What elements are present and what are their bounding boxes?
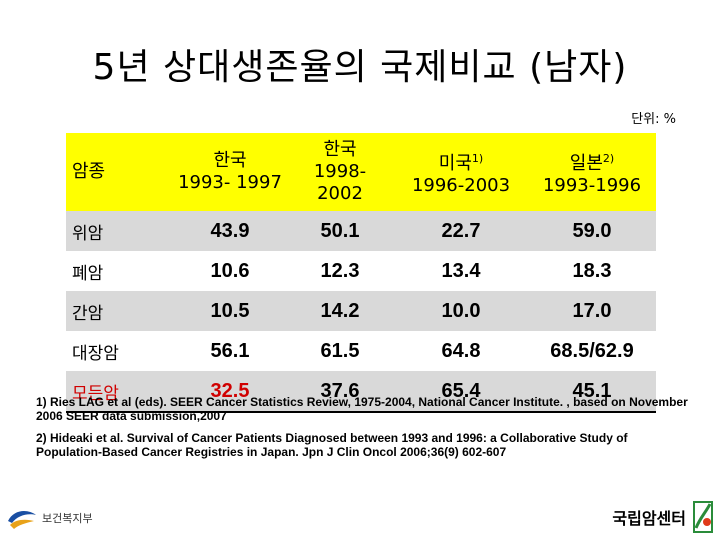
cell-value: 64.8 [441, 339, 481, 362]
row-name: 폐암 [72, 263, 104, 284]
footnotes: 1) Ries LAG et al (eds). SEER Cancer Sta… [36, 395, 696, 467]
cell-value: 10.0 [394, 291, 528, 331]
unit-label: 단위: % [631, 112, 676, 127]
ministry-logo: 보건복지부 [6, 505, 93, 531]
row-name: 모든암 [66, 371, 174, 413]
cell-value: 68.5/62.9 [550, 339, 634, 362]
cell-value: 61.5 [320, 339, 360, 362]
row-name: 위암 [66, 211, 174, 251]
cell-value: 56.1 [210, 339, 250, 362]
cell-value: 50.1 [286, 211, 394, 251]
cell-value: 10.6 [210, 259, 250, 282]
header-cancer-type: 암종 [66, 133, 174, 211]
survival-table: 암종 한국 1993- 1997 한국 1998- 2002 미국1) 1996… [66, 133, 656, 413]
table-row: 폐암 10.6 12.3 13.4 18.3 [66, 251, 656, 291]
table-row: 위암 43.9 50.1 22.7 59.0 [66, 211, 656, 251]
table-row: 대장암 56.1 61.5 64.8 68.5/62.9 [66, 331, 656, 371]
table-row: 간암 10.5 14.2 10.0 17.0 [66, 291, 656, 331]
header-korea-1998: 한국 1998- 2002 [286, 133, 394, 211]
row-name: 대장암 [72, 343, 119, 364]
ministry-logo-text: 보건복지부 [42, 512, 93, 525]
cell-value: 12.3 [320, 259, 360, 282]
cell-value: 17.0 [528, 291, 656, 331]
cell-value: 22.7 [394, 211, 528, 251]
cancer-center-logo: 국립암센터 [612, 500, 716, 534]
cancer-center-emblem-icon [693, 501, 713, 533]
cell-value: 32.5 [174, 371, 286, 413]
cell-value: 43.9 [174, 211, 286, 251]
footnote-2: 2) Hideaki et al. Survival of Cancer Pat… [36, 431, 628, 459]
cell-value: 37.6 [286, 371, 394, 413]
cancer-center-logo-text: 국립암센터 [612, 509, 686, 528]
cell-value: 45.1 [528, 371, 656, 413]
page-title: 5년 상대생존율의 국제비교 (남자) [92, 47, 628, 88]
footnote-1: 1) Ries LAG et al (eds). SEER Cancer Sta… [36, 395, 688, 423]
cell-value: 59.0 [528, 211, 656, 251]
row-name: 간암 [66, 291, 174, 331]
header-usa: 미국1) 1996-2003 [394, 133, 528, 211]
cell-value: 13.4 [441, 259, 481, 282]
cell-value: 65.4 [394, 371, 528, 413]
table-header-row: 암종 한국 1993- 1997 한국 1998- 2002 미국1) 1996… [66, 133, 656, 211]
ministry-emblem-icon [8, 511, 36, 529]
cell-value: 18.3 [572, 259, 612, 282]
footnote-ref-1: 1) [471, 151, 484, 165]
cell-value: 14.2 [286, 291, 394, 331]
table-row: 모든암 32.5 37.6 65.4 45.1 [66, 371, 656, 413]
header-korea-1993: 한국 1993- 1997 [174, 133, 286, 211]
header-japan: 일본2) 1993-1996 [528, 133, 656, 211]
footnote-ref-2: 2) [602, 151, 615, 165]
cell-value: 10.5 [174, 291, 286, 331]
